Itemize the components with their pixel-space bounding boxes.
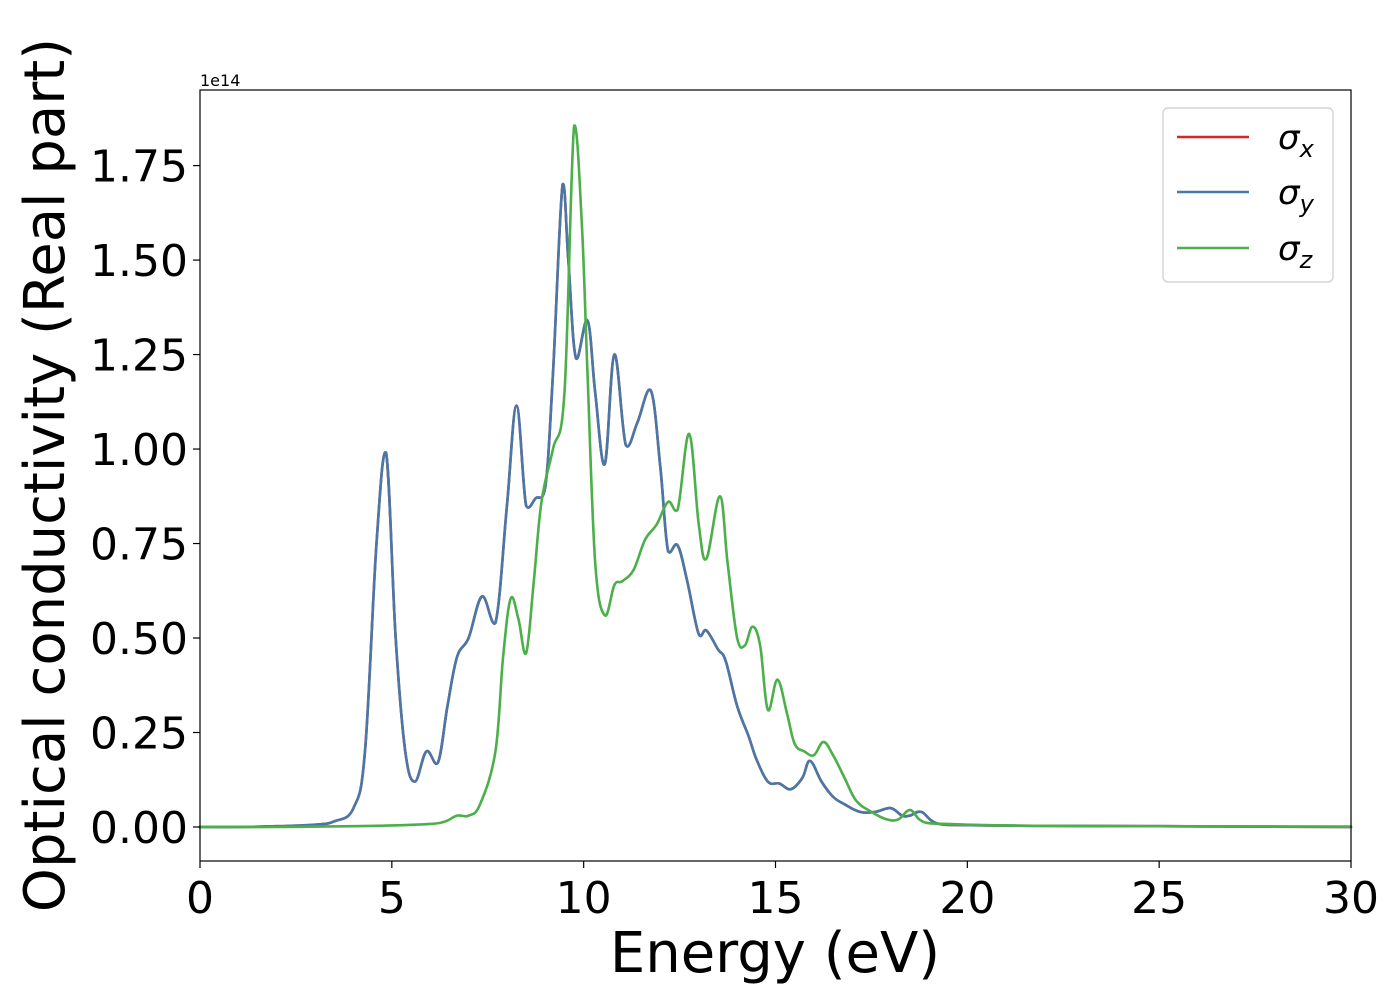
legend-items: σx σy σz [1177,118,1315,274]
y-tick-label: 1.25 [90,331,188,382]
y-axis-ticks: 0.00 0.25 0.50 0.75 1.00 1.25 1.50 1.75 [90,142,200,854]
x-tick-label: 0 [186,873,214,924]
legend-frame [1162,107,1334,283]
legend-label-x: σx [1278,118,1315,163]
y-tick-label: 1.75 [90,142,188,193]
legend-label-y: σy [1278,173,1315,218]
y-tick-label: 1.50 [90,236,188,287]
y-tick-label: 0.25 [90,709,188,760]
x-axis-title: Energy (eV) [610,921,940,986]
series-line-z [198,124,1353,829]
x-tick-label: 15 [748,873,804,924]
y-tick-label: 0.50 [90,614,188,665]
legend: σx σy σz [1162,107,1334,283]
x-tick-label: 30 [1323,873,1379,924]
legend-label-z: σz [1278,229,1314,274]
y-tick-label: 1.00 [90,425,188,476]
x-tick-label: 5 [378,873,406,924]
x-tick-label: 10 [556,873,612,924]
plot-area [200,90,1351,861]
series-layer [198,124,1353,829]
x-tick-label: 25 [1131,873,1187,924]
x-axis-ticks: 0 5 10 15 20 25 30 [186,861,1379,924]
y-offset-label: 1e14 [200,71,240,90]
series-line-y [198,183,1353,829]
y-axis-title: Optical conductivity (Real part) [13,38,78,912]
y-tick-label: 0.00 [90,803,188,854]
y-tick-label: 0.75 [90,520,188,571]
x-tick-label: 20 [939,873,995,924]
